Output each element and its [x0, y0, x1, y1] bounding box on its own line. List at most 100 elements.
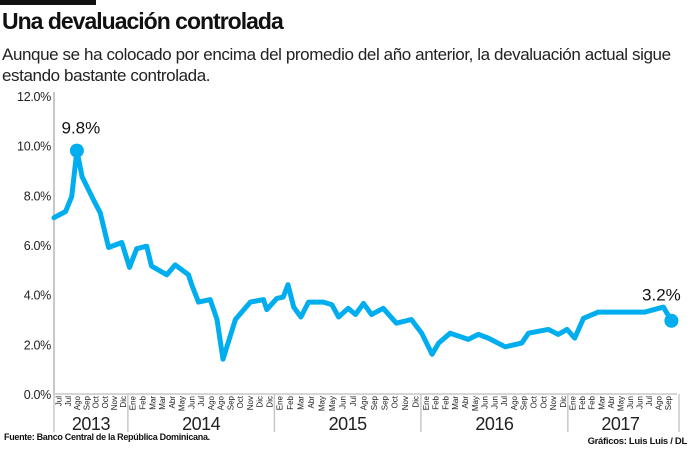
- month-tick-label: Dic: [119, 396, 128, 408]
- month-tick-label: Jun: [626, 396, 635, 409]
- data-point: [127, 265, 131, 269]
- data-point: [265, 308, 269, 312]
- month-tick-label: Jul: [349, 396, 358, 406]
- data-point: [92, 198, 96, 202]
- highlight-marker: [664, 313, 679, 328]
- month-tick-label: Mar: [148, 396, 157, 410]
- month-tick-label: Dic: [265, 396, 274, 408]
- data-point: [526, 331, 530, 335]
- data-point: [503, 345, 507, 349]
- y-axis: 0.0% 2.0% 4.0% 6.0% 8.0% 10.0% 12.0%: [17, 90, 55, 402]
- month-tick-label: Jun: [636, 396, 645, 409]
- month-tick-label: Oct: [530, 395, 539, 408]
- data-point: [248, 300, 252, 304]
- y-tick-label: 12.0%: [17, 90, 51, 104]
- year-label: 2017: [601, 414, 640, 434]
- year-label: 2015: [329, 414, 368, 434]
- data-point: [98, 211, 102, 215]
- month-tick-label: Feb: [139, 395, 148, 409]
- month-tick-label: Nov: [110, 396, 119, 410]
- month-tick-label: Ago: [510, 395, 519, 410]
- month-tick-label: Oct: [92, 395, 101, 408]
- data-point: [165, 273, 169, 277]
- month-tick-label: Ago: [217, 395, 226, 410]
- credit-note: Gráficos: Luis Luis / DL: [587, 436, 688, 447]
- highlight-marker: [69, 143, 84, 158]
- data-point: [135, 247, 139, 251]
- data-point: [430, 352, 434, 356]
- month-tick-label: Jul: [64, 396, 73, 406]
- month-tick-label: Oct: [236, 395, 245, 408]
- year-label: 2014: [182, 414, 221, 434]
- data-point: [520, 341, 524, 345]
- data-point: [409, 318, 413, 321]
- data-point: [150, 264, 154, 268]
- month-tick-label: May: [471, 396, 480, 411]
- data-point: [616, 310, 620, 314]
- data-point: [262, 298, 266, 302]
- month-tick-label: Ene: [422, 395, 431, 410]
- data-point: [448, 331, 452, 335]
- month-tick-label: Feb: [588, 395, 597, 409]
- data-point: [286, 283, 290, 287]
- data-point: [52, 216, 56, 220]
- month-tick-label: Jun: [481, 396, 490, 409]
- data-point: [643, 310, 647, 314]
- data-point: [307, 300, 311, 304]
- data-point: [107, 245, 111, 249]
- data-point: [394, 321, 398, 325]
- year-label: 2016: [475, 414, 514, 434]
- month-tick-label: Jul: [197, 396, 206, 406]
- data-point: [476, 332, 480, 336]
- month-tick-label: Ene: [569, 395, 578, 410]
- data-point: [466, 337, 470, 341]
- month-tick-label: Sep: [664, 395, 673, 410]
- data-point: [120, 241, 124, 245]
- month-tick-label: Jun: [338, 396, 347, 409]
- y-tick-label: 2.0%: [24, 338, 51, 352]
- data-point: [330, 303, 334, 307]
- month-tick-label: Dic: [412, 396, 421, 408]
- data-point: [173, 263, 177, 267]
- y-tick-label: 8.0%: [24, 189, 51, 203]
- month-tick-label: Jul: [645, 396, 654, 406]
- month-tick-label: Sep: [226, 395, 235, 410]
- data-point: [80, 175, 84, 179]
- month-tick-label: Jun: [490, 396, 499, 409]
- data-point: [321, 300, 325, 304]
- data-point: [353, 313, 357, 317]
- annotation-label: 9.8%: [62, 119, 101, 138]
- month-tick-label: Mar: [158, 396, 167, 410]
- y-tick-label: 0.0%: [24, 388, 51, 402]
- month-tick-label: Ene: [276, 395, 285, 410]
- month-tick-label: Jul: [500, 396, 509, 406]
- month-tick-label: Sep: [380, 395, 389, 410]
- data-point: [215, 318, 219, 321]
- month-tick-label: Ago: [655, 395, 664, 410]
- data-point: [573, 336, 577, 340]
- data-point: [281, 295, 285, 299]
- data-point: [565, 327, 569, 331]
- data-point: [299, 315, 303, 319]
- month-tick-label: Ene: [129, 395, 138, 410]
- month-tick-label: Ago: [359, 395, 368, 410]
- data-point: [546, 327, 550, 331]
- month-tick-label: Mar: [451, 396, 460, 410]
- month-tick-label: Abr: [607, 396, 616, 409]
- month-tick-label: May: [317, 396, 326, 411]
- data-point: [275, 296, 279, 300]
- y-tick-label: 4.0%: [24, 289, 51, 303]
- data-point: [190, 283, 194, 287]
- month-tick-label: Nov: [246, 396, 255, 410]
- data-point: [221, 357, 225, 361]
- data-point: [596, 310, 600, 314]
- chart-title: Una devaluación controlada: [2, 8, 284, 34]
- month-tick-label: Feb: [286, 395, 295, 409]
- data-point: [197, 300, 201, 304]
- source-note: Fuente: Banco Central de la República Do…: [4, 432, 210, 442]
- month-tick-label: Jul: [55, 396, 64, 406]
- data-point: [661, 305, 665, 309]
- y-tick-label: 10.0%: [17, 140, 51, 154]
- month-tick-label: Abr: [168, 396, 177, 409]
- month-tick-label: Sep: [82, 395, 91, 410]
